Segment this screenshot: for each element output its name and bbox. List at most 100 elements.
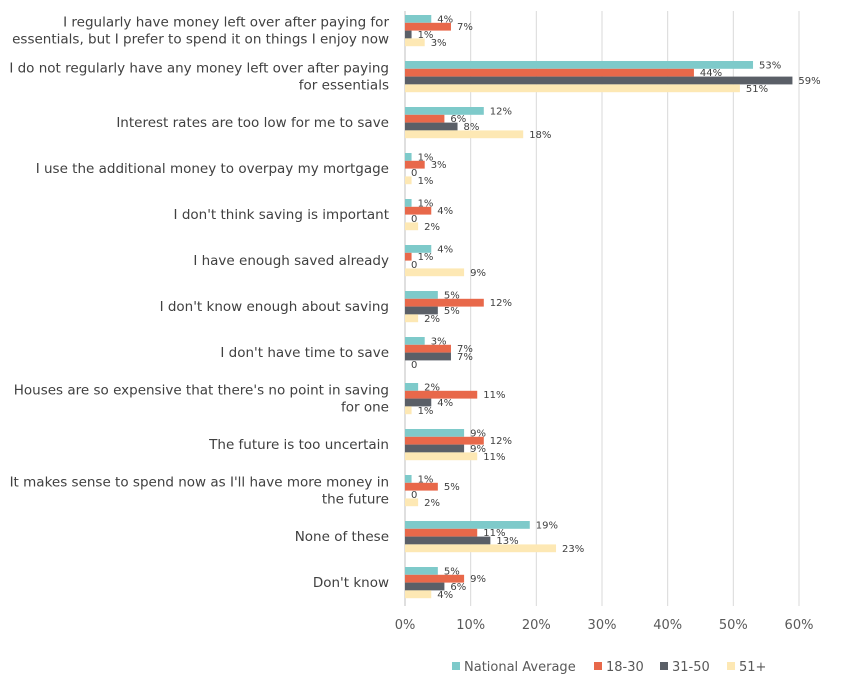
x-tick-label: 20% bbox=[522, 618, 551, 633]
bar bbox=[405, 398, 432, 407]
bar bbox=[405, 475, 412, 483]
data-label: 0 bbox=[411, 214, 417, 225]
bar bbox=[405, 544, 557, 553]
data-label: 9% bbox=[470, 428, 486, 439]
data-label: 13% bbox=[496, 536, 518, 547]
data-label: 51% bbox=[746, 84, 768, 95]
data-labels: 4%7%1%3%53%44%59%51%12%6%8%18%1%3%01%1%4… bbox=[411, 14, 821, 600]
data-label: 6% bbox=[450, 582, 466, 593]
data-label: 11% bbox=[483, 528, 505, 539]
data-label: 7% bbox=[457, 22, 473, 33]
data-label: 1% bbox=[418, 406, 434, 417]
legend-swatch bbox=[452, 662, 460, 670]
data-label: 11% bbox=[483, 452, 505, 463]
category-label: Houses are so expensive that there's no … bbox=[14, 383, 389, 416]
data-label: 0 bbox=[411, 168, 417, 179]
category-label: The future is too uncertain bbox=[208, 437, 389, 453]
bar bbox=[405, 429, 465, 437]
data-label: 1% bbox=[418, 30, 434, 41]
data-label: 5% bbox=[444, 306, 460, 317]
bar bbox=[405, 574, 465, 583]
bar bbox=[405, 337, 425, 345]
bars bbox=[405, 15, 793, 599]
data-label: 9% bbox=[470, 268, 486, 279]
bar bbox=[405, 22, 451, 31]
category-label: I use the additional money to overpay my… bbox=[36, 161, 389, 177]
data-label: 0 bbox=[411, 360, 417, 371]
data-label: 59% bbox=[798, 76, 820, 87]
bar bbox=[405, 153, 412, 161]
bar bbox=[405, 498, 419, 507]
data-label: 5% bbox=[444, 482, 460, 493]
category-label: I don't know enough about saving bbox=[160, 299, 389, 315]
bar bbox=[405, 222, 419, 231]
data-label: 4% bbox=[437, 398, 453, 409]
data-label: 4% bbox=[437, 206, 453, 217]
bar bbox=[405, 15, 432, 23]
legend-label: 18-30 bbox=[606, 660, 644, 675]
category-label: I don't have time to save bbox=[220, 345, 389, 361]
data-label: 2% bbox=[424, 314, 440, 325]
data-label: 9% bbox=[470, 444, 486, 455]
data-label: 9% bbox=[470, 574, 486, 585]
bar bbox=[405, 582, 445, 591]
x-tick-label: 30% bbox=[588, 618, 617, 633]
legend-label: National Average bbox=[464, 660, 576, 675]
data-label: 53% bbox=[759, 60, 781, 71]
bar bbox=[405, 352, 451, 361]
category-label: Don't know bbox=[313, 575, 389, 591]
data-label: 1% bbox=[418, 198, 434, 209]
data-label: 1% bbox=[418, 176, 434, 187]
bar bbox=[405, 252, 412, 261]
data-label: 1% bbox=[418, 252, 434, 263]
bar bbox=[405, 38, 425, 47]
legend-swatch bbox=[594, 662, 602, 670]
bar bbox=[405, 590, 432, 599]
bar bbox=[405, 298, 484, 307]
data-label: 3% bbox=[431, 336, 447, 347]
bar bbox=[405, 383, 419, 391]
bar bbox=[405, 84, 740, 93]
bar bbox=[405, 536, 491, 545]
category-labels: I regularly have money left over after p… bbox=[9, 15, 389, 591]
x-tick-label: 0% bbox=[395, 618, 416, 633]
bar bbox=[405, 61, 754, 69]
legend-swatch bbox=[660, 662, 668, 670]
legend: National Average 18-30 31-50 51+ bbox=[452, 660, 766, 675]
data-label: 8% bbox=[464, 122, 480, 133]
bar bbox=[405, 436, 484, 445]
data-label: 2% bbox=[424, 498, 440, 509]
data-label: 44% bbox=[700, 68, 722, 79]
data-label: 0 bbox=[411, 260, 417, 271]
data-label: 1% bbox=[418, 152, 434, 163]
data-label: 7% bbox=[457, 344, 473, 355]
data-label: 12% bbox=[490, 106, 512, 117]
bar bbox=[405, 482, 438, 491]
data-label: 2% bbox=[424, 222, 440, 233]
category-label: Interest rates are too low for me to sav… bbox=[116, 115, 389, 131]
bar bbox=[405, 444, 465, 453]
bar bbox=[405, 30, 412, 39]
data-label: 4% bbox=[437, 244, 453, 255]
data-label: 11% bbox=[483, 390, 505, 401]
bar bbox=[405, 314, 419, 323]
data-label: 2% bbox=[424, 382, 440, 393]
bar bbox=[405, 68, 694, 77]
bar bbox=[405, 567, 438, 575]
category-label: I have enough saved already bbox=[193, 253, 389, 269]
x-tick-label: 10% bbox=[456, 618, 485, 633]
x-tick-label: 60% bbox=[785, 618, 814, 633]
x-tick-label: 40% bbox=[653, 618, 682, 633]
bar bbox=[405, 291, 438, 299]
bar bbox=[405, 176, 412, 185]
data-label: 1% bbox=[418, 474, 434, 485]
bar bbox=[405, 114, 445, 123]
data-label: 4% bbox=[437, 14, 453, 25]
x-axis-ticks: 0% 10% 20% 30% 40% 50% 60% bbox=[395, 618, 814, 633]
category-label: I regularly have money left over after p… bbox=[12, 15, 389, 48]
bar bbox=[405, 107, 484, 115]
data-label: 5% bbox=[444, 290, 460, 301]
bar bbox=[405, 306, 438, 315]
bar bbox=[405, 344, 451, 353]
